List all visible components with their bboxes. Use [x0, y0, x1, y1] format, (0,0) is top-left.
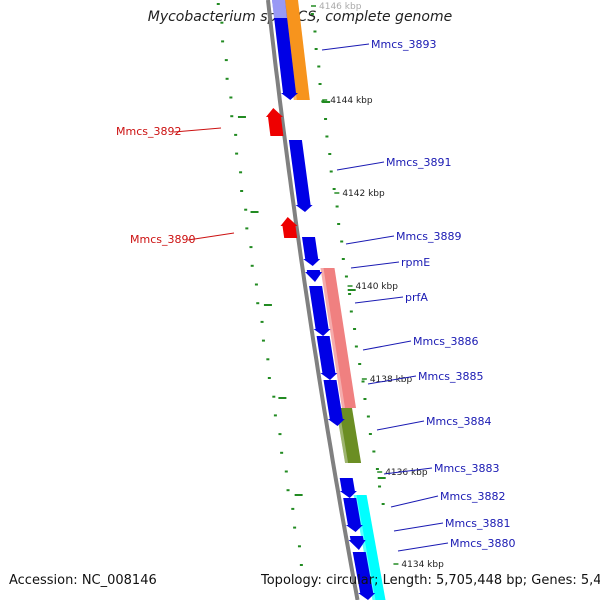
reverse-cds-track [266, 108, 298, 238]
leader-line [350, 261, 400, 269]
cds-arrow [352, 552, 376, 600]
leader-line [397, 542, 449, 552]
feature-category-bar [282, 0, 310, 100]
cds-fade [272, 0, 287, 18]
gene-label-mmcs-3891[interactable]: Mmcs_3891 [386, 156, 451, 169]
feature-bar-track [282, 0, 386, 600]
leader-line [362, 340, 412, 351]
tick-label-4140-kbp: 4140 kbp [356, 282, 399, 292]
gene-label-mmcs-3892[interactable]: Mmcs_3892 [116, 125, 181, 138]
feature-category-bar [320, 268, 356, 408]
cds-arrow [309, 286, 331, 336]
leader-line [187, 232, 235, 241]
cds-arrow [272, 0, 298, 100]
gene-label-mmcs-3881[interactable]: Mmcs_3881 [445, 517, 510, 530]
feature-bar-highlight [320, 268, 345, 408]
tick-label-4142-kbp: 4142 kbp [342, 189, 385, 199]
gene-label-mmcs-3884[interactable]: Mmcs_3884 [426, 415, 491, 428]
gene-label-mmcs-3889[interactable]: Mmcs_3889 [396, 230, 461, 243]
gc-skew-track [216, 3, 386, 566]
cds-arrow [302, 237, 321, 266]
tick-label-4146-kbp: 4146 kbp [319, 2, 362, 12]
cds-arrow [343, 498, 363, 532]
cds-arrow [316, 336, 338, 380]
gene-label-mmcs-3880[interactable]: Mmcs_3880 [450, 537, 515, 550]
leader-line [390, 495, 439, 508]
gene-label-rpme[interactable]: rpmE [401, 256, 430, 269]
cds-arrow [305, 270, 323, 282]
gene-label-mmcs-3886[interactable]: Mmcs_3886 [413, 335, 478, 348]
leader-line [321, 43, 370, 51]
leader-line [383, 467, 433, 475]
tick-label-4144-kbp: 4144 kbp [330, 96, 373, 106]
reverse-cds-arrow [266, 108, 284, 136]
leader-line [393, 522, 444, 532]
cds-arrow [339, 478, 357, 498]
gene-label-mmcs-3890[interactable]: Mmcs_3890 [130, 233, 195, 246]
gene-label-mmcs-3882[interactable]: Mmcs_3882 [440, 490, 505, 503]
feature-category-bar [353, 495, 386, 600]
tick-label-4136-kbp: 4136 kbp [385, 468, 428, 478]
leader-line [376, 420, 425, 431]
feature-category-bar [336, 408, 362, 463]
gene-label-prfa[interactable]: prfA [405, 291, 428, 304]
cds-arrow [348, 536, 366, 550]
leader-line [354, 296, 404, 304]
cds-arrow [288, 140, 313, 212]
tick-label-4134-kbp: 4134 kbp [401, 560, 444, 570]
accession-text: Accession: NC_008146 [9, 573, 157, 588]
leader-line [367, 375, 417, 385]
leader-line [336, 161, 385, 171]
backbone-track [266, 0, 360, 600]
reverse-cds-arrow [280, 217, 298, 238]
gene-label-mmcs-3883[interactable]: Mmcs_3883 [434, 462, 499, 475]
leader-line [345, 235, 395, 245]
cds-arrow [323, 380, 345, 426]
cds-track [272, 0, 376, 600]
gene-labels: Mmcs_3893 Mmcs_3891 Mmcs_3889 rpmE prfA Mmcs_… [116, 38, 515, 552]
leader-line [173, 127, 222, 133]
topology-summary: Topology: circular; Length: 5,705,448 bp… [261, 573, 600, 588]
genome-backbone [266, 0, 360, 600]
gene-label-mmcs-3893[interactable]: Mmcs_3893 [371, 38, 436, 51]
gene-label-mmcs-3885[interactable]: Mmcs_3885 [418, 370, 483, 383]
